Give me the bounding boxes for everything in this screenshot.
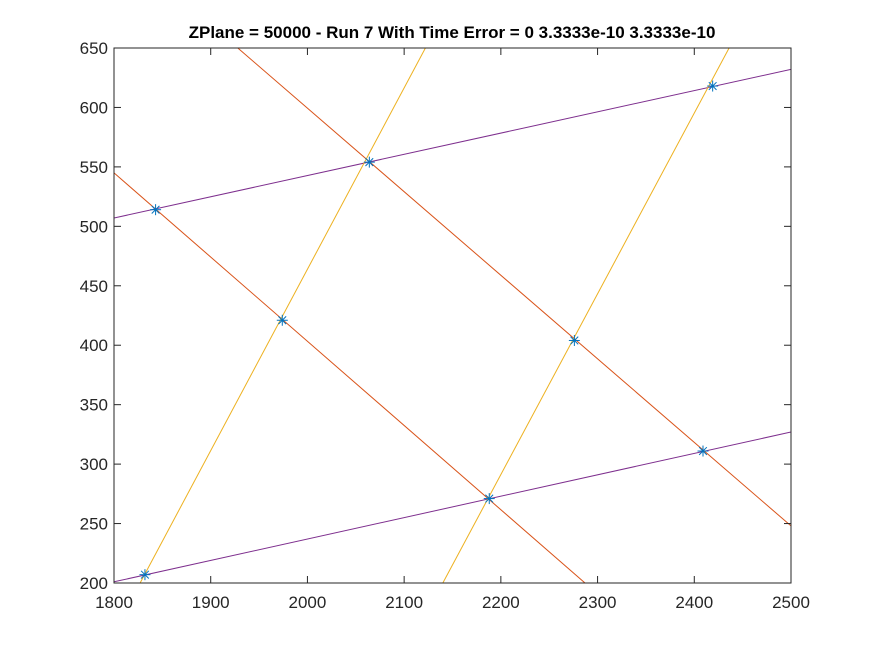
y-tick-label: 650: [80, 39, 108, 58]
data-point-marker: [483, 493, 495, 505]
x-tick-label: 2200: [482, 593, 520, 612]
series-line-4: [237, 48, 791, 527]
data-point-marker: [363, 156, 375, 168]
y-tick-label: 550: [80, 158, 108, 177]
x-tick-label: 1800: [95, 593, 133, 612]
y-tick-label: 450: [80, 277, 108, 296]
plot-area: [114, 48, 791, 583]
axes-box: [113, 47, 792, 584]
x-tick-label: 2100: [385, 593, 423, 612]
series-line-2: [114, 431, 791, 583]
y-tick-label: 300: [80, 455, 108, 474]
x-tick-label: 2000: [289, 593, 327, 612]
data-point-marker: [568, 334, 580, 346]
marker-layer: [139, 80, 719, 581]
axes: 1800 1900 2000 2100 2200 2300 2400 2500 200 250 30…: [80, 39, 810, 612]
y-tick-label: 600: [80, 98, 108, 117]
x-tick-label: 2500: [772, 593, 810, 612]
series-line-1: [114, 68, 791, 219]
series-line-6: [442, 48, 730, 583]
x-tick-label: 1900: [192, 593, 230, 612]
data-point-marker: [707, 80, 719, 92]
y-tick-label: 200: [80, 574, 108, 593]
series-line-3: [114, 172, 586, 583]
chart-title: ZPlane = 50000 - Run 7 With Time Error =…: [189, 23, 716, 42]
y-tick-label: 500: [80, 217, 108, 236]
x-tick-label: 2300: [579, 593, 617, 612]
data-point-marker: [697, 445, 709, 457]
y-tick-label: 250: [80, 515, 108, 534]
y-tick-label: 400: [80, 336, 108, 355]
data-point-marker: [139, 569, 151, 581]
data-point-marker: [276, 314, 288, 326]
y-tick-label: 350: [80, 396, 108, 415]
data-point-marker: [150, 204, 162, 216]
x-tick-label: 2400: [675, 593, 713, 612]
